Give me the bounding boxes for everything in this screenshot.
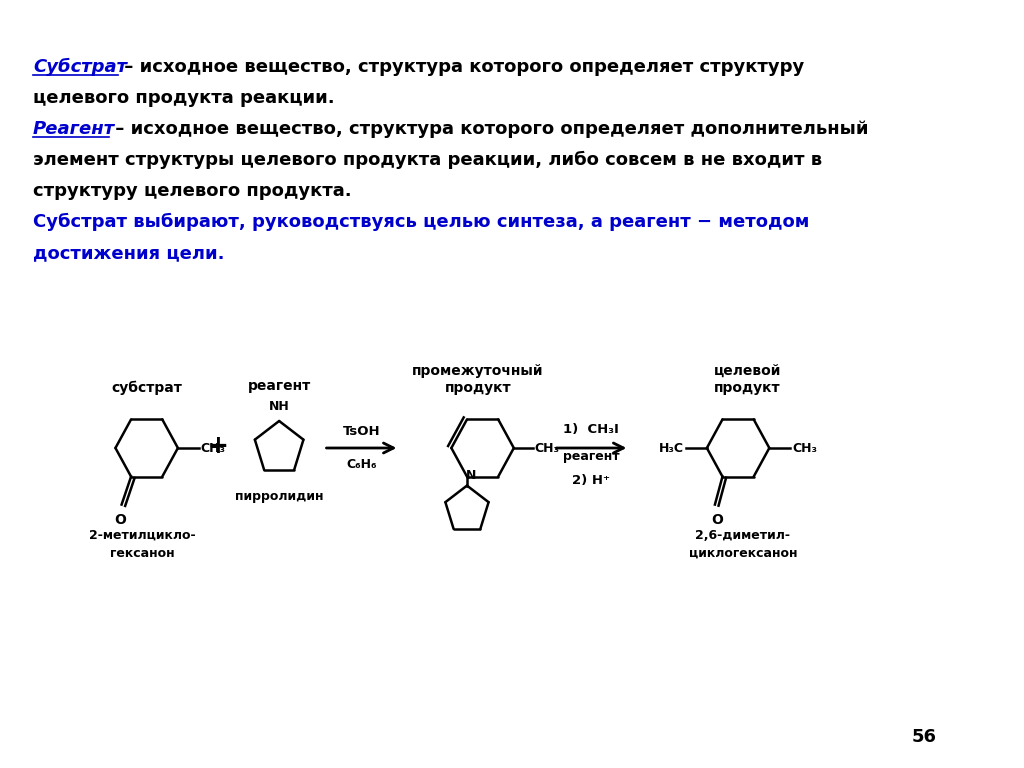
Text: целевого продукта реакции.: целевого продукта реакции. <box>33 89 335 107</box>
Text: O: O <box>115 512 127 527</box>
Text: H₃C: H₃C <box>659 442 684 455</box>
Text: – исходное вещество, структура которого определяет дополнительный: – исходное вещество, структура которого … <box>109 120 868 138</box>
Text: CH₃: CH₃ <box>201 442 225 455</box>
Text: NH: NH <box>268 400 290 413</box>
Text: CH₃: CH₃ <box>535 442 560 455</box>
Text: 56: 56 <box>911 728 937 746</box>
Text: элемент структуры целевого продукта реакции, либо совсем в не входит в: элемент структуры целевого продукта реак… <box>33 151 822 169</box>
Text: целевой
продукт: целевой продукт <box>714 364 781 395</box>
Text: 2,6-диметил-
циклогексанон: 2,6-диметил- циклогексанон <box>688 529 797 560</box>
Text: +: + <box>207 434 228 458</box>
Text: 2-метилцикло-
гексанон: 2-метилцикло- гексанон <box>89 529 196 560</box>
Text: N: N <box>466 468 476 482</box>
Text: Субстрат: Субстрат <box>33 58 127 76</box>
Text: структуру целевого продукта.: структуру целевого продукта. <box>33 182 352 200</box>
Text: пирролидин: пирролидин <box>234 490 324 503</box>
Text: C₆H₆: C₆H₆ <box>346 458 377 471</box>
Text: O: O <box>711 512 723 527</box>
Text: Реагент: Реагент <box>33 120 116 138</box>
Text: CH₃: CH₃ <box>792 442 817 455</box>
Text: 1)  CH₃I: 1) CH₃I <box>563 423 620 436</box>
Text: субстрат: субстрат <box>112 381 182 395</box>
Text: 2) H⁺: 2) H⁺ <box>572 474 610 487</box>
Text: достижения цели.: достижения цели. <box>33 244 224 262</box>
Text: TsOH: TsOH <box>343 425 380 438</box>
Text: промежуточный
продукт: промежуточный продукт <box>412 364 544 395</box>
Text: – исходное вещество, структура которого определяет структуру: – исходное вещество, структура которого … <box>119 58 805 76</box>
Text: Субстрат выбирают, руководствуясь целью синтеза, а реагент − методом: Субстрат выбирают, руководствуясь целью … <box>33 213 810 231</box>
Text: реагент: реагент <box>248 379 310 393</box>
Text: реагент: реагент <box>563 450 620 463</box>
